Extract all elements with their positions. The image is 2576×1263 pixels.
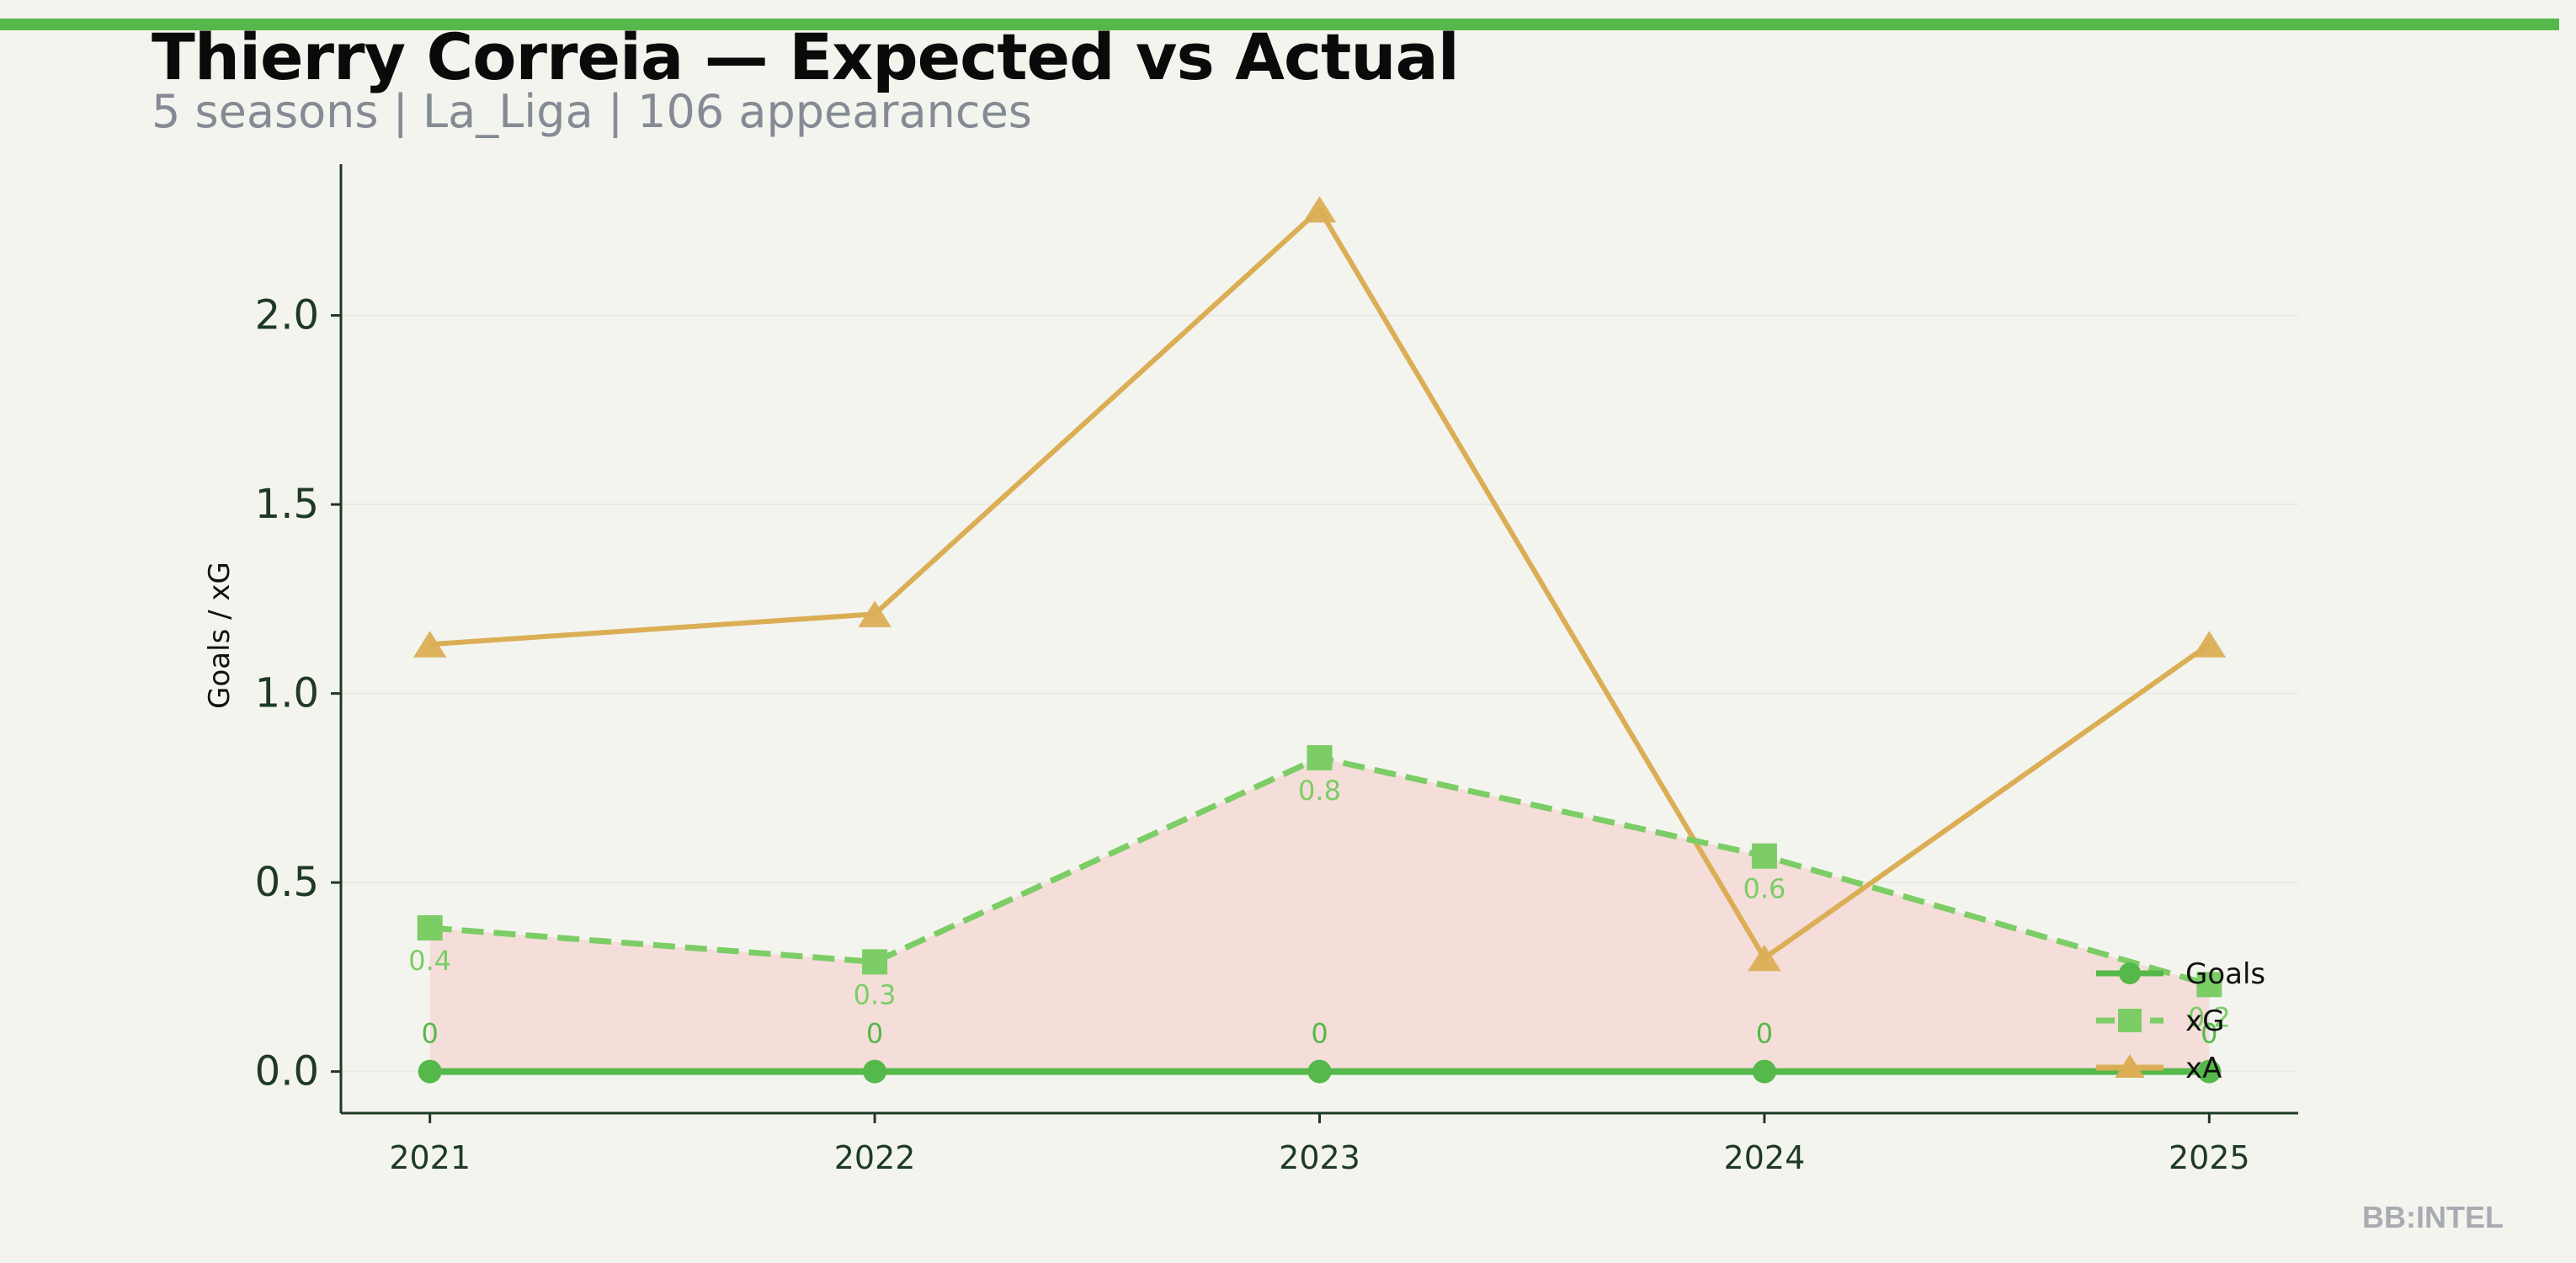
goals-data-label-1: 0 bbox=[866, 1018, 883, 1050]
y-tick-label-0: 0.0 bbox=[255, 1048, 319, 1095]
axes bbox=[331, 164, 2298, 1123]
legend-item-goals: Goals bbox=[2096, 957, 2265, 991]
xa-point-3 bbox=[1748, 944, 1781, 972]
brand-watermark: BB:INTEL bbox=[2362, 1200, 2504, 1234]
goals-point-1 bbox=[863, 1059, 887, 1084]
y-tick-label-4: 2.0 bbox=[255, 292, 319, 339]
legend-label-xa: xA bbox=[2185, 1052, 2222, 1085]
xa-point-0 bbox=[412, 631, 447, 658]
goals-point-4 bbox=[2197, 1059, 2222, 1084]
goals-data-label-4: 0 bbox=[2201, 1018, 2217, 1050]
xg-point-1 bbox=[862, 949, 888, 975]
x-tick-label-3: 2024 bbox=[1724, 1139, 1806, 1176]
goals-point-3 bbox=[1752, 1059, 1776, 1084]
goals-data-label-0: 0 bbox=[422, 1018, 439, 1050]
goals-data-label-2: 0 bbox=[1311, 1018, 1328, 1050]
legend-label-goals: Goals bbox=[2185, 957, 2265, 991]
y-tick-label-1: 0.5 bbox=[255, 859, 319, 906]
xa-point-1 bbox=[858, 600, 891, 627]
xg-goals-fill-area bbox=[429, 757, 2210, 1072]
x-tick-label-2: 2023 bbox=[1279, 1139, 1360, 1176]
tick-labels: 0.0 0.5 1.0 1.5 2.0 2021 2022 2023 2024 2025 Goals… bbox=[203, 292, 2250, 1176]
goals-point-2 bbox=[1307, 1059, 1332, 1084]
data-labels: 0.40.30.80.60.20 0 0 0 0 bbox=[408, 775, 2231, 1050]
legend-item-xg: xG bbox=[2096, 1005, 2224, 1038]
xg-point-2 bbox=[1307, 744, 1333, 770]
legend-item-xa: xA bbox=[2096, 1052, 2222, 1085]
x-tick-label-0: 2021 bbox=[389, 1139, 471, 1176]
legend-marker-goals bbox=[2119, 962, 2141, 984]
xg-fill-area bbox=[429, 757, 2210, 1072]
goals-point-0 bbox=[418, 1059, 442, 1084]
legend-marker-xa bbox=[2115, 1054, 2145, 1078]
xg-data-label-2: 0.8 bbox=[1298, 775, 1341, 807]
legend-marker-xg bbox=[2118, 1009, 2142, 1032]
xa-point-4 bbox=[2192, 631, 2227, 658]
top-accent-bar bbox=[0, 19, 2559, 30]
xa-point-2 bbox=[1302, 195, 1337, 223]
xg-point-0 bbox=[417, 914, 443, 941]
xg-data-label-3: 0.6 bbox=[1743, 873, 1786, 905]
chart-title: Thierry Correia — Expected vs Actual bbox=[152, 19, 1460, 94]
xg-data-label-1: 0.3 bbox=[854, 978, 897, 1010]
xg-point-4 bbox=[2196, 972, 2222, 998]
legend-label-xg: xG bbox=[2185, 1005, 2224, 1038]
chart-legend: Goals xG xA bbox=[2096, 957, 2265, 1085]
goals-data-label-3: 0 bbox=[1756, 1018, 1773, 1050]
xg-data-label-4: 0.2 bbox=[2188, 1001, 2231, 1033]
y-tick-label-2: 1.0 bbox=[255, 670, 319, 717]
accent-bar-rect bbox=[0, 19, 2559, 30]
chart-subtitle: 5 seasons | La_Liga | 106 appearances bbox=[152, 85, 1032, 138]
x-tick-label-1: 2022 bbox=[834, 1139, 916, 1176]
xg-data-label-0: 0.4 bbox=[408, 945, 451, 977]
x-tick-label-4: 2025 bbox=[2169, 1139, 2250, 1176]
y-axis-label: Goals / xG bbox=[203, 562, 237, 709]
xg-point-3 bbox=[1751, 843, 1777, 869]
y-tick-label-3: 1.5 bbox=[255, 481, 319, 528]
series-lines bbox=[412, 195, 2227, 1084]
